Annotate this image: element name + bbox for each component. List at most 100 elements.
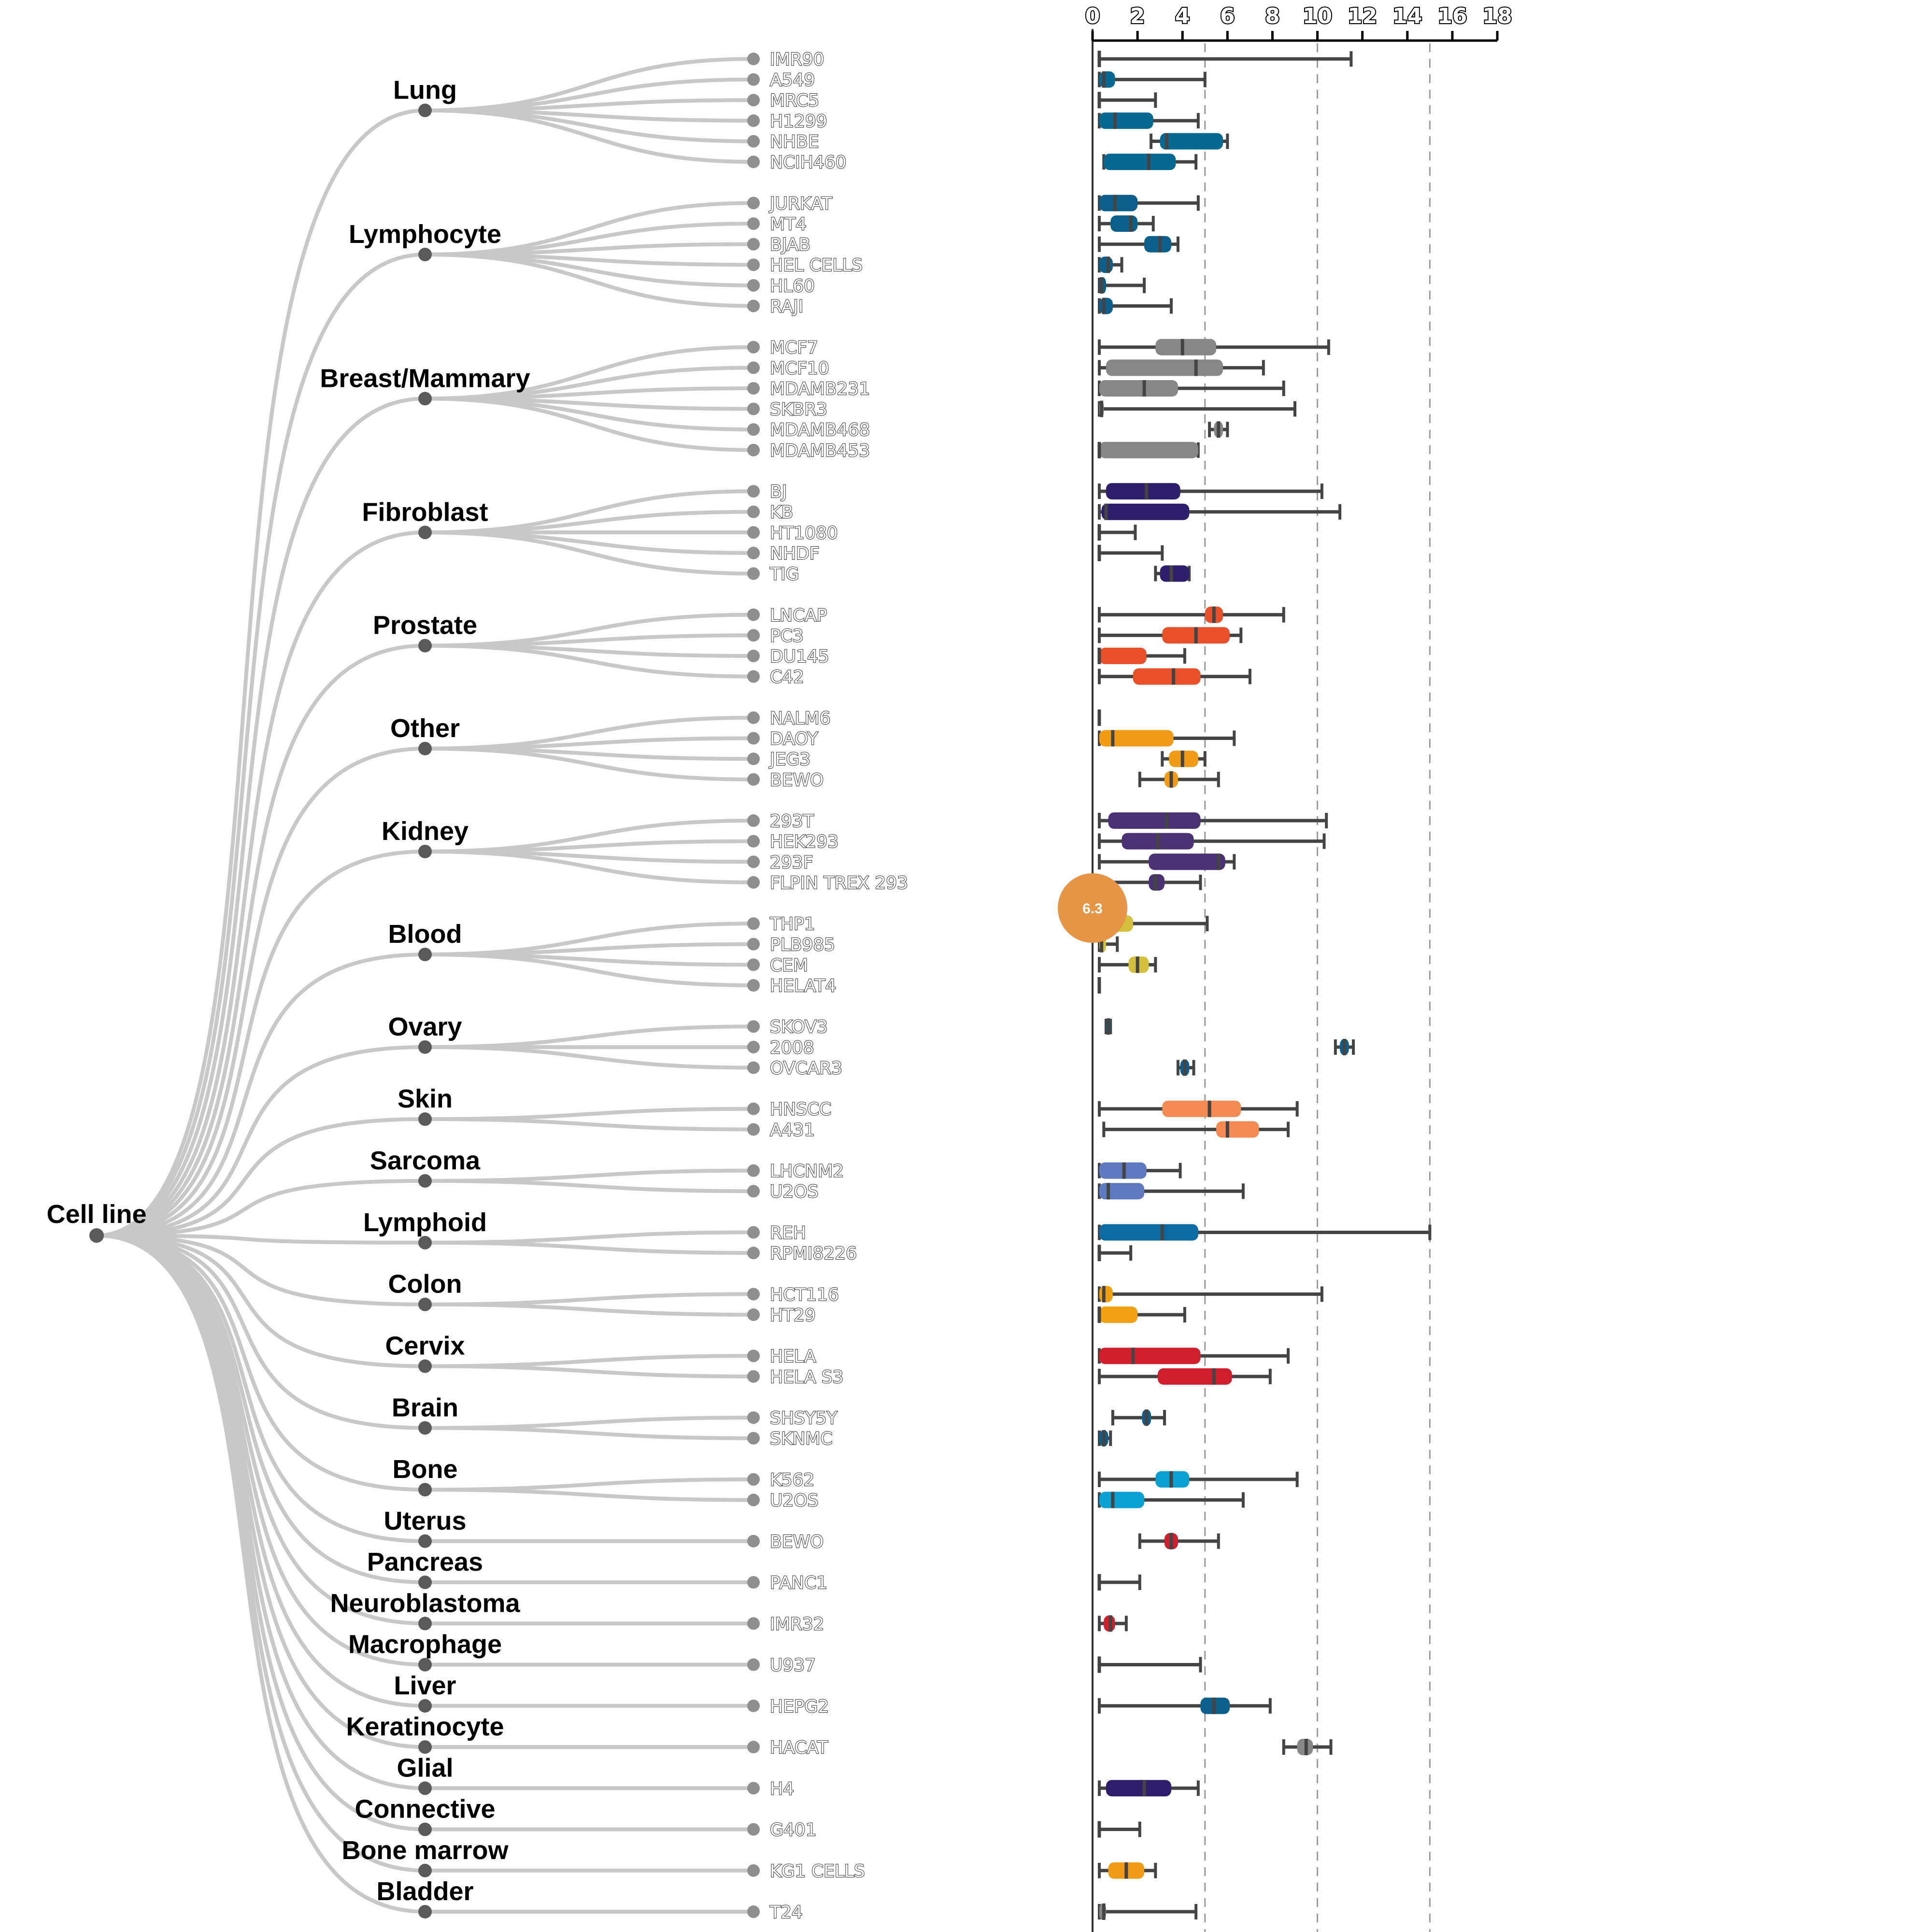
leaf-node [747,1247,760,1260]
leaf-label: IMR90 [770,50,824,70]
box [1099,112,1153,129]
leaf-node [747,1473,760,1486]
tree-link [96,849,426,1237]
box [1099,256,1113,273]
tick-label: 14 [1392,4,1422,28]
tree-link [425,397,754,452]
leaf-label: HNSCC [770,1100,831,1120]
group-label-sarcoma: Sarcoma [370,1146,481,1175]
group-node [418,392,432,406]
group-node [418,741,432,755]
group-label-glial: Glial [397,1753,453,1782]
group-node [418,1905,432,1918]
box [1099,441,1198,458]
leaf-label: PLB985 [770,935,835,955]
leaf-label: RAJI [770,297,803,316]
tree-link [96,1117,426,1237]
box [1099,380,1178,397]
group-node [418,1040,432,1054]
leaf-label: HT1080 [770,523,838,543]
group-label-brain: Brain [392,1393,458,1422]
tooltip-bubble [1058,873,1127,943]
leaf-node [747,1493,760,1506]
box [1216,1121,1259,1138]
tree-link [96,1234,426,1368]
leaf-node [747,608,760,621]
value-tooltip: 6.3 [1058,873,1127,943]
leaf-node [747,855,760,868]
group-label-other: Other [390,714,460,743]
leaf-node [747,1102,760,1115]
leaf-label: DU145 [770,647,829,667]
leaf-label: LHCNM2 [770,1162,844,1181]
leaf-label: H1299 [770,112,827,131]
group-label-bladder: Bladder [376,1877,473,1906]
group-node [418,1359,432,1373]
leaf-label: THP1 [769,914,815,934]
group-label-liver: Liver [394,1671,456,1700]
box [1099,1224,1198,1241]
tree-link [96,530,426,1237]
leaf-node [747,402,760,415]
leaf-node [747,938,760,951]
group-label-neuroblastoma: Neuroblastoma [330,1589,520,1618]
leaf-node [747,238,760,251]
box [1160,133,1223,150]
leaf-label: IMR32 [770,1614,824,1634]
tree-link [425,252,754,308]
leaf-label: PC3 [770,626,804,646]
leaf-label: T24 [769,1903,803,1922]
group-label-connective: Connective [355,1795,495,1824]
leaf-node [747,1741,760,1754]
tick-label: 8 [1265,4,1280,28]
leaf-label: A431 [770,1120,815,1140]
leaf-label: RPMI8226 [770,1244,857,1264]
leaf-node [747,1617,760,1630]
box [1162,1100,1241,1117]
leaf-node [747,1576,760,1589]
leaf-label: NHBE [770,132,819,152]
tree-link [425,1024,754,1049]
leaf-node [747,1123,760,1136]
box-plots [1097,51,1432,1920]
group-label-kidney: Kidney [382,817,469,846]
leaf-label: SKBR3 [770,400,827,420]
box [1160,565,1190,582]
leaf-node [747,753,760,766]
group-node [418,1174,432,1188]
leaf-node [747,650,760,663]
leaf-label: BJAB [770,235,810,255]
leaf-node [747,1020,760,1033]
leaf-label: G401 [770,1820,817,1840]
leaf-label: HEPG2 [770,1697,829,1717]
leaf-node [747,217,760,230]
group-label-lymphoid: Lymphoid [363,1208,487,1237]
leaf-node [747,1823,760,1836]
leaf-label: BEWO [770,1532,824,1552]
tick-label: 2 [1130,4,1145,28]
box [1106,1780,1171,1797]
leaf-label: JURKAT [769,194,833,213]
root-label: Cell line [46,1200,146,1229]
group-label-bone-marrow: Bone marrow [341,1836,509,1865]
group-node [418,1822,432,1836]
group-node [418,526,432,540]
tree-link [425,952,754,987]
box [1099,298,1113,314]
leaf-node [747,1411,760,1424]
tree-link [96,252,426,1237]
leaf-label: U2OS [770,1491,818,1511]
box [1106,483,1180,500]
group-label-pancreas: Pancreas [367,1548,483,1577]
tree-link [96,746,426,1237]
tree-link [96,108,426,1237]
leaf-label: HEK293 [770,832,838,852]
leaf-label: BEWO [770,770,824,790]
leaf-label: JEG3 [769,750,810,769]
leaf-label: SKNMC [770,1429,833,1449]
box [1099,730,1174,747]
leaf-label: PANC1 [770,1573,827,1593]
leaf-node [747,958,760,971]
leaf-node [747,773,760,786]
